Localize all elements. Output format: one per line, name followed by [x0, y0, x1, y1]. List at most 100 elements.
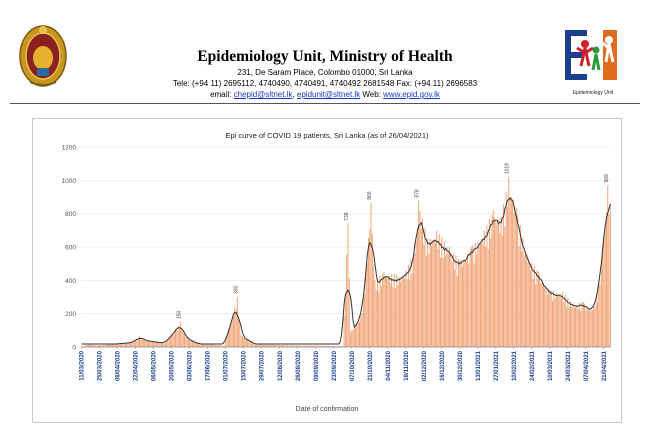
moving-average-line [81, 196, 611, 345]
bar [344, 295, 346, 347]
bar [343, 315, 345, 347]
bar [272, 344, 274, 347]
bar [136, 338, 138, 347]
bar [607, 185, 609, 347]
bar [112, 344, 113, 347]
bar [567, 297, 569, 347]
bar [602, 247, 604, 347]
bar [329, 345, 331, 347]
bar [294, 345, 296, 347]
x-tick-label: 01/07/2020 [224, 350, 230, 381]
email-link-chepid[interactable]: chepid@sltnet.lk [233, 90, 293, 99]
bar [553, 291, 555, 347]
bar [199, 344, 201, 347]
bar [302, 345, 304, 347]
bar [110, 344, 112, 347]
bar [258, 344, 260, 347]
bar [360, 315, 362, 347]
x-tick-label: 10/02/2021 [512, 350, 518, 381]
bar [351, 330, 353, 347]
bar [467, 254, 469, 347]
bar [193, 341, 195, 347]
bar [202, 344, 204, 347]
bar [249, 341, 251, 347]
bar [353, 326, 355, 347]
bar [212, 344, 214, 347]
bar [429, 238, 431, 347]
bar [586, 306, 588, 347]
bar [486, 224, 488, 347]
contact-line: email: chepid@sltnet.lk, epidunit@sltnet… [150, 90, 500, 99]
bar [369, 229, 371, 347]
bar [490, 237, 492, 347]
bar [168, 338, 170, 347]
email-link-epidunit[interactable]: epidunit@sltnet.lk [296, 90, 361, 99]
bar [359, 321, 360, 347]
bar [314, 345, 315, 347]
data-label: 739 [344, 212, 350, 221]
bar [563, 302, 565, 347]
bar [599, 284, 601, 347]
bar [236, 297, 238, 347]
bar [594, 307, 596, 347]
bar [140, 338, 142, 347]
website-link[interactable]: www.epid.gov.lk [383, 90, 440, 99]
bar [276, 345, 278, 347]
bar [352, 329, 354, 347]
bar [580, 310, 582, 347]
bar [287, 345, 288, 347]
bar [248, 340, 250, 347]
bar [123, 343, 125, 347]
y-tick-label: 400 [65, 278, 76, 285]
bar [497, 219, 499, 347]
x-tick-label: 30/12/2020 [458, 350, 464, 381]
x-tick-label: 23/09/2020 [332, 350, 338, 381]
bar [226, 337, 228, 347]
bar [422, 218, 424, 347]
bar [585, 310, 587, 347]
bar [87, 344, 89, 347]
data-label: 1019 [505, 163, 511, 174]
bar [241, 336, 243, 347]
bar [275, 344, 277, 347]
x-tick-label: 21/04/2021 [602, 350, 608, 381]
bar [324, 345, 326, 347]
bar [90, 344, 92, 347]
bar [187, 339, 189, 347]
bar [227, 331, 229, 347]
bar [148, 341, 149, 347]
bar [562, 292, 564, 347]
bar [106, 344, 108, 347]
bar [122, 343, 124, 347]
bar [180, 322, 182, 347]
bar [365, 266, 367, 347]
bar [105, 344, 107, 347]
bar [389, 282, 391, 347]
bar [375, 290, 377, 347]
bar [581, 302, 583, 347]
bar [207, 344, 209, 347]
bar [321, 345, 323, 347]
x-tick-label: 10/03/2021 [548, 350, 554, 381]
x-tick-label: 04/11/2020 [386, 350, 392, 380]
bar [500, 217, 502, 347]
bar [523, 255, 525, 347]
bar [350, 332, 351, 347]
bar [171, 335, 173, 347]
x-tick-label: 22/04/2020 [134, 350, 140, 381]
bar [94, 344, 95, 347]
bar [312, 345, 314, 347]
bar [92, 345, 94, 347]
bar [130, 342, 131, 347]
bar [194, 341, 196, 347]
bar [185, 337, 187, 347]
bar [195, 342, 197, 347]
bar [494, 217, 496, 347]
bar [420, 228, 422, 347]
bar [103, 345, 104, 347]
bar [257, 344, 259, 347]
bar [401, 275, 403, 347]
bar [278, 345, 279, 347]
bar [536, 270, 538, 347]
bar [198, 343, 200, 347]
